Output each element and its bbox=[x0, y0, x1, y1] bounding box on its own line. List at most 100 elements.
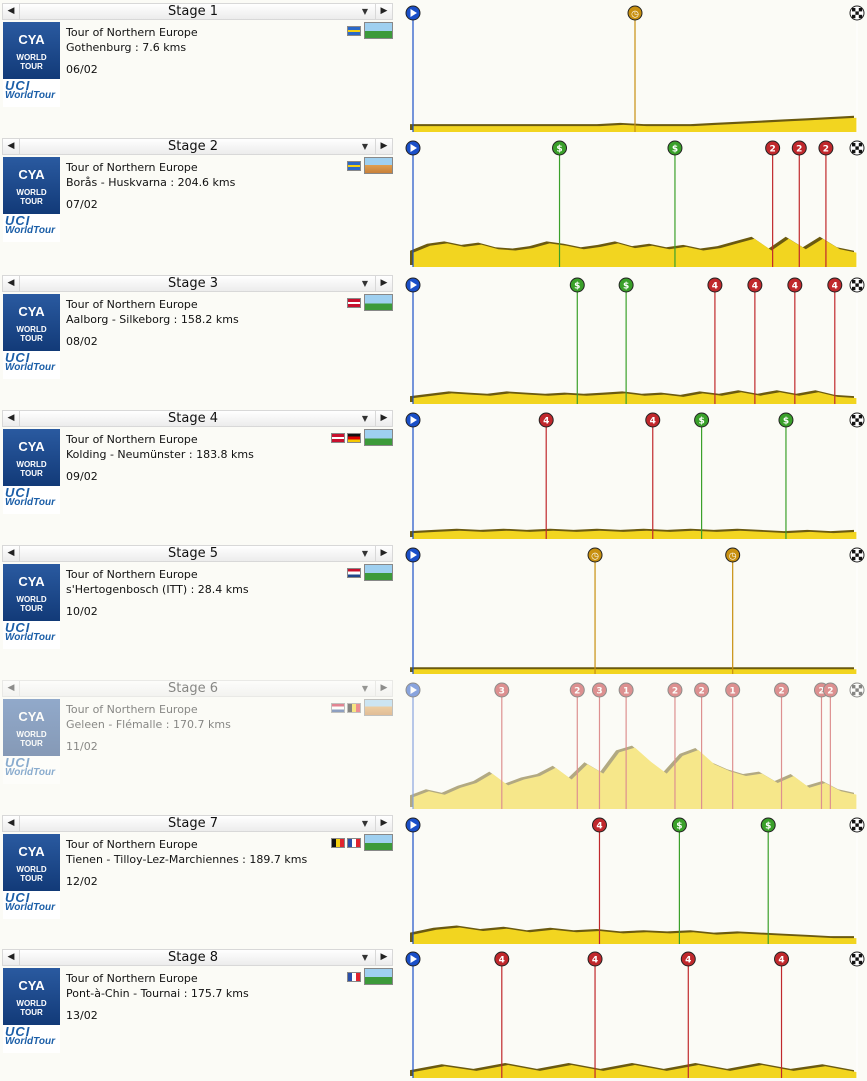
stage-selector[interactable]: ◀ Stage 8 ▼ ▶ bbox=[2, 949, 393, 966]
climb-marker-label: 2 bbox=[770, 145, 776, 155]
stage-info: ◀ Stage 7 ▼ ▶ CYA WORLD TOUR UCI WorldTour Tour o… bbox=[0, 812, 397, 947]
country-flags bbox=[347, 298, 361, 309]
start-play-glyph bbox=[410, 551, 417, 559]
france-flag-icon bbox=[347, 838, 361, 848]
stage-route: Gothenburg : 7.6 kms bbox=[66, 41, 187, 54]
finish-checker bbox=[852, 280, 856, 284]
stage-selector[interactable]: ◀ Stage 5 ▼ ▶ bbox=[2, 545, 393, 562]
stage-route: Aalborg - Silkeborg : 158.2 kms bbox=[66, 313, 239, 326]
uci-logo: UCI WorldTour bbox=[3, 214, 60, 242]
sprint-marker-label: $ bbox=[783, 417, 789, 427]
finish-checker bbox=[852, 14, 856, 19]
stage-selector[interactable]: ◀ Stage 4 ▼ ▶ bbox=[2, 410, 393, 427]
chevron-down-icon[interactable]: ▼ bbox=[361, 684, 368, 693]
stage-selector[interactable]: ◀ Stage 3 ▼ ▶ bbox=[2, 275, 393, 292]
finish-checker bbox=[858, 954, 863, 958]
chevron-down-icon[interactable]: ▼ bbox=[361, 819, 368, 828]
logo-brand: CYA bbox=[18, 167, 45, 182]
sprint-marker-icon bbox=[552, 140, 568, 156]
finish-checker bbox=[858, 149, 863, 154]
finish-checker bbox=[858, 556, 863, 561]
germany-flag-icon bbox=[347, 433, 361, 443]
stage-info: ◀ Stage 5 ▼ ▶ CYA WORLD TOUR UCI WorldTour Tour o… bbox=[0, 542, 397, 677]
climb-marker-icon bbox=[747, 277, 763, 293]
flat-terrain-icon bbox=[364, 294, 393, 311]
time-check-marker-label: ◷ bbox=[631, 10, 639, 20]
uci-logo: UCI WorldTour bbox=[3, 1025, 60, 1053]
stage-panel: ◀ Stage 6 ▼ ▶ CYA WORLD TOUR UCI WorldTour Tour o… bbox=[0, 677, 867, 812]
stage-selector[interactable]: ◀ Stage 1 ▼ ▶ bbox=[2, 3, 393, 20]
stage-route: Pont-à-Chin - Tournai : 175.7 kms bbox=[66, 987, 249, 1000]
climb-marker-icon bbox=[587, 951, 603, 967]
cya-badge: CYA WORLD TOUR bbox=[3, 429, 60, 486]
chevron-down-icon[interactable]: ▼ bbox=[361, 7, 368, 16]
climb-marker-icon bbox=[787, 277, 803, 293]
next-stage-icon[interactable]: ▶ bbox=[375, 276, 392, 291]
denmark-flag-icon bbox=[347, 298, 361, 308]
climb-marker-label: 2 bbox=[796, 145, 802, 155]
stage-selector[interactable]: ◀ Stage 2 ▼ ▶ bbox=[2, 138, 393, 155]
prev-stage-icon[interactable]: ◀ bbox=[3, 4, 20, 19]
prev-stage-icon[interactable]: ◀ bbox=[3, 276, 20, 291]
race-name: Tour of Northern Europe bbox=[66, 161, 198, 174]
chevron-down-icon[interactable]: ▼ bbox=[361, 142, 368, 151]
finish-checker bbox=[858, 685, 863, 689]
chevron-down-icon[interactable]: ▼ bbox=[361, 279, 368, 288]
finish-checker bbox=[852, 954, 856, 958]
stage-info: ◀ Stage 4 ▼ ▶ CYA WORLD TOUR UCI WorldTour Tour o… bbox=[0, 407, 397, 542]
climb-marker-label: 4 bbox=[596, 822, 602, 832]
world-tour-logo: CYA WORLD TOUR UCI WorldTour bbox=[3, 429, 60, 514]
stage-title: Stage 2 bbox=[168, 139, 218, 154]
climb-marker-label: 4 bbox=[712, 282, 718, 292]
prev-stage-icon[interactable]: ◀ bbox=[3, 816, 20, 831]
flat-terrain-icon bbox=[364, 968, 393, 985]
stage-title: Stage 6 bbox=[168, 681, 218, 696]
sprint-marker-icon bbox=[618, 277, 634, 293]
time-check-marker-icon bbox=[627, 5, 643, 21]
uci-subtext: WorldTour bbox=[5, 225, 55, 236]
prev-stage-icon[interactable]: ◀ bbox=[3, 139, 20, 154]
next-stage-icon[interactable]: ▶ bbox=[375, 4, 392, 19]
sprint-marker-icon bbox=[667, 140, 683, 156]
climb-marker-icon bbox=[645, 412, 661, 428]
logo-line1: WORLD bbox=[16, 865, 47, 874]
stage-selector[interactable]: ◀ Stage 7 ▼ ▶ bbox=[2, 815, 393, 832]
prev-stage-icon[interactable]: ◀ bbox=[3, 546, 20, 561]
stage-route: Tienen - Tilloy-Lez-Marchiennes : 189.7 … bbox=[66, 853, 308, 866]
finish-checker bbox=[852, 550, 856, 554]
next-stage-icon[interactable]: ▶ bbox=[375, 816, 392, 831]
next-stage-icon[interactable]: ▶ bbox=[375, 681, 392, 696]
race-info: Tour of Northern Europe Pont-à-Chin - Tou… bbox=[66, 971, 249, 1001]
next-stage-icon[interactable]: ▶ bbox=[375, 411, 392, 426]
start-play-glyph bbox=[410, 281, 417, 289]
stage-profile-chart: $ $2 2 2 bbox=[405, 140, 865, 267]
climb-marker-icon bbox=[538, 412, 554, 428]
finish-checker bbox=[855, 11, 859, 15]
chevron-down-icon[interactable]: ▼ bbox=[361, 953, 368, 962]
prev-stage-icon[interactable]: ◀ bbox=[3, 681, 20, 696]
hilly-terrain-icon bbox=[364, 157, 393, 174]
logo-line1: WORLD bbox=[16, 53, 47, 62]
chevron-down-icon[interactable]: ▼ bbox=[361, 414, 368, 423]
start-play-glyph bbox=[410, 416, 417, 424]
chevron-down-icon[interactable]: ▼ bbox=[361, 549, 368, 558]
stage-selector[interactable]: ◀ Stage 6 ▼ ▶ bbox=[2, 680, 393, 697]
stage-info: ◀ Stage 1 ▼ ▶ CYA WORLD TOUR UCI WorldTour Tour o… bbox=[0, 0, 397, 135]
stage-route: s'Hertogenbosch (ITT) : 28.4 kms bbox=[66, 583, 249, 596]
climb-marker-icon bbox=[667, 682, 683, 698]
climb-marker-label: 1 bbox=[623, 687, 629, 697]
stage-route: Kolding - Neumünster : 183.8 kms bbox=[66, 448, 254, 461]
next-stage-icon[interactable]: ▶ bbox=[375, 546, 392, 561]
prev-stage-icon[interactable]: ◀ bbox=[3, 411, 20, 426]
denmark-flag-icon bbox=[331, 433, 345, 443]
prev-stage-icon[interactable]: ◀ bbox=[3, 950, 20, 965]
next-stage-icon[interactable]: ▶ bbox=[375, 950, 392, 965]
finish-checker bbox=[852, 826, 856, 831]
country-flags bbox=[347, 161, 361, 172]
cya-badge: CYA WORLD TOUR bbox=[3, 699, 60, 756]
logo-brand: CYA bbox=[18, 439, 45, 454]
elevation-profile bbox=[413, 117, 857, 132]
flat-terrain-icon bbox=[364, 564, 393, 581]
logo-line2: TOUR bbox=[20, 1008, 43, 1017]
next-stage-icon[interactable]: ▶ bbox=[375, 139, 392, 154]
